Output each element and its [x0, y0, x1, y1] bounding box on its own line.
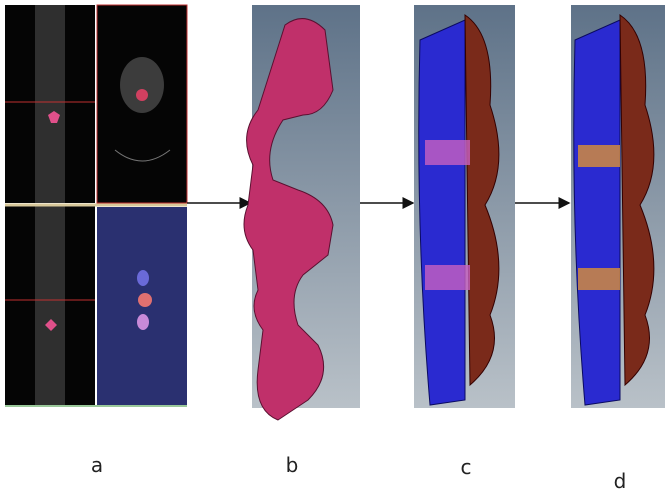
panel-label: b [286, 453, 299, 477]
panel-label: d [614, 469, 627, 493]
figure: a b c d [0, 0, 665, 500]
panel-label: a [91, 453, 103, 477]
panel-a [5, 5, 187, 407]
panel-b [244, 5, 360, 420]
panel-d [571, 5, 665, 408]
panel-c [414, 5, 515, 408]
panel-label: c [461, 455, 472, 479]
